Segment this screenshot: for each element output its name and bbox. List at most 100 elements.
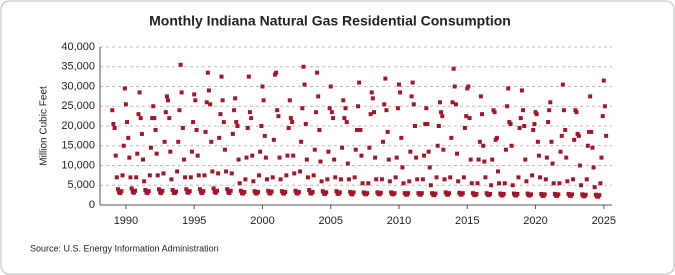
point [312,147,317,152]
point [478,94,483,99]
point [208,102,213,107]
point [354,127,359,132]
point [440,114,445,119]
point [242,189,247,194]
point [564,155,569,160]
point [359,153,364,158]
point [441,147,446,152]
point [177,108,182,113]
point [276,114,281,119]
point [519,88,524,93]
point [456,179,461,184]
point [122,86,127,91]
point [220,98,225,103]
point [329,110,334,115]
point [188,175,193,180]
point [151,104,156,109]
point [175,169,180,174]
point [584,177,589,182]
point [442,177,447,182]
point [125,120,130,125]
point [263,155,268,160]
point [135,151,140,156]
point [601,78,606,83]
point [217,135,222,140]
point [494,135,499,140]
point [447,191,452,196]
point [385,129,390,134]
point [538,175,543,180]
point [495,169,500,174]
point [464,114,469,119]
point [126,135,131,140]
point [194,127,199,132]
point [161,171,166,176]
point [120,173,125,178]
point [598,181,603,186]
point [209,139,214,144]
point [141,157,146,162]
point [165,98,170,103]
point [204,100,209,105]
point [424,106,429,111]
point [547,108,552,113]
point [589,129,594,134]
point [450,100,455,105]
point [310,189,315,194]
point [452,84,457,89]
point [245,125,250,130]
point [583,192,588,197]
point [183,175,188,180]
point [469,181,474,186]
point [303,122,308,127]
point [535,139,540,144]
y-tick-label: 35,000 [61,61,95,73]
point [224,169,229,174]
point [571,177,576,182]
point [180,125,185,130]
point [497,181,502,186]
point [393,175,398,180]
point [560,82,565,87]
point [604,133,609,138]
point [358,127,363,132]
point [352,175,357,180]
point [588,94,593,99]
point [366,181,371,186]
point [181,157,186,162]
point [332,157,337,162]
point [490,157,495,162]
point [262,133,267,138]
point [299,139,304,144]
point [143,187,148,192]
point [129,186,134,191]
x-tick-label: 2020 [523,215,547,227]
point [481,143,486,148]
point [510,183,515,188]
point [414,155,419,160]
point [170,187,175,192]
point [439,110,444,115]
point [468,157,473,162]
point [327,106,332,111]
x-tick-label: 2000 [250,215,274,227]
point [251,179,256,184]
point [428,183,433,188]
y-tick-label: 0 [89,199,95,211]
point [476,157,481,162]
point [423,122,428,127]
point [201,189,206,194]
point [522,124,527,128]
point [591,165,596,170]
point [346,177,351,182]
point [579,183,584,188]
point [449,135,454,140]
point [278,177,283,182]
point [257,173,262,178]
point [215,188,220,193]
point [258,149,263,154]
point [501,191,506,196]
point [283,189,288,194]
point [163,110,168,115]
